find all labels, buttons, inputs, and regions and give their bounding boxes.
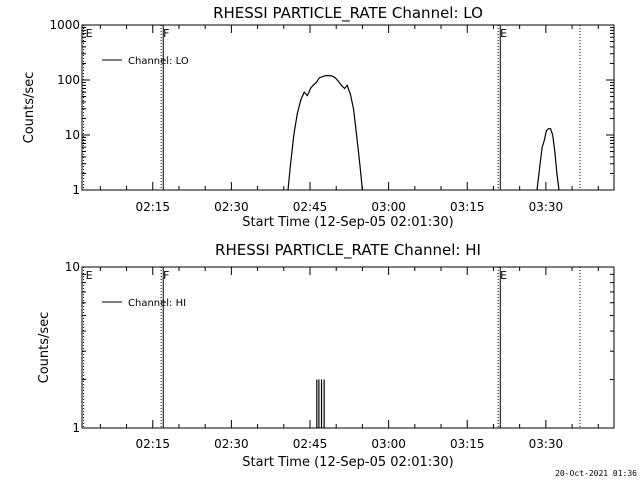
event-marker-label: E bbox=[86, 27, 93, 40]
x-tick-label: 02:45 bbox=[293, 437, 328, 451]
y-tick-label: 1000 bbox=[49, 18, 80, 32]
legend-label: Channel: LO bbox=[128, 56, 189, 67]
event-marker-label: E bbox=[500, 269, 507, 282]
y-tick-label: 100 bbox=[57, 73, 80, 87]
x-tick-label: 03:00 bbox=[371, 437, 406, 451]
event-marker-label: F bbox=[163, 269, 169, 282]
footer-timestamp: 20-Oct-2021 01:36 bbox=[555, 469, 637, 478]
chart-title: RHESSI PARTICLE_RATE Channel: HI bbox=[215, 241, 481, 260]
legend-label: Channel: HI bbox=[128, 298, 186, 309]
x-tick-label: 02:30 bbox=[214, 437, 249, 451]
event-marker-label: E bbox=[86, 269, 93, 282]
y-tick-label: 1 bbox=[72, 421, 80, 435]
plot-frame bbox=[81, 266, 615, 429]
y-tick-label: 10 bbox=[65, 260, 80, 274]
x-tick-label: 02:15 bbox=[135, 200, 170, 214]
x-axis-label: Start Time (12-Sep-05 02:01:30) bbox=[242, 455, 453, 470]
series-line-segment bbox=[287, 74, 363, 191]
y-tick-label: 1 bbox=[72, 183, 80, 197]
event-marker-label: F bbox=[163, 27, 169, 40]
x-axis-label: Start Time (12-Sep-05 02:01:30) bbox=[242, 215, 453, 230]
y-tick-label: 10 bbox=[65, 128, 80, 142]
x-tick-label: 02:30 bbox=[214, 200, 249, 214]
chart-title: RHESSI PARTICLE_RATE Channel: LO bbox=[213, 4, 483, 23]
panel-hi-channel: RHESSI PARTICLE_RATE Channel: HI 02:15 02:… bbox=[37, 241, 615, 470]
series-line-segment bbox=[536, 128, 560, 191]
event-marker-label: E bbox=[500, 27, 507, 40]
x-tick-label: 03:15 bbox=[450, 437, 485, 451]
x-tick-label: 03:30 bbox=[529, 437, 564, 451]
x-tick-label: 02:15 bbox=[135, 437, 170, 451]
panel-lo-channel: RHESSI PARTICLE_RATE Channel: LO 02:15 02:… bbox=[22, 4, 615, 230]
x-tick-label: 03:30 bbox=[529, 200, 564, 214]
y-axis-label: Counts/sec bbox=[37, 312, 52, 384]
plot-frame bbox=[81, 24, 615, 191]
x-tick-label: 03:00 bbox=[371, 200, 406, 214]
y-axis-label: Counts/sec bbox=[22, 72, 37, 144]
x-tick-label: 02:45 bbox=[293, 200, 328, 214]
x-tick-label: 03:15 bbox=[450, 200, 485, 214]
